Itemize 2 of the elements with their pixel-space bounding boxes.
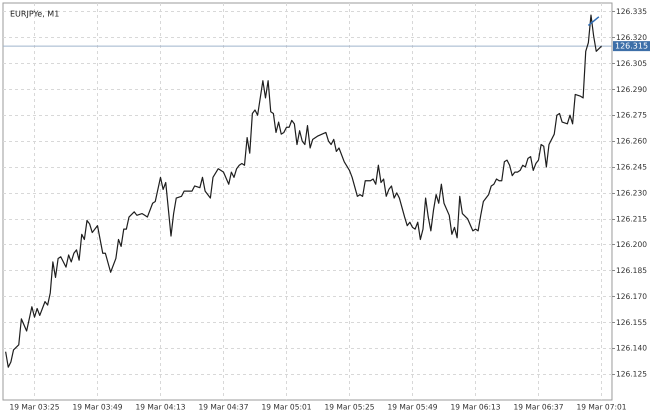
- ref-line-label: 126.315: [614, 42, 648, 51]
- text: EURJPYe, M1: [10, 10, 60, 18]
